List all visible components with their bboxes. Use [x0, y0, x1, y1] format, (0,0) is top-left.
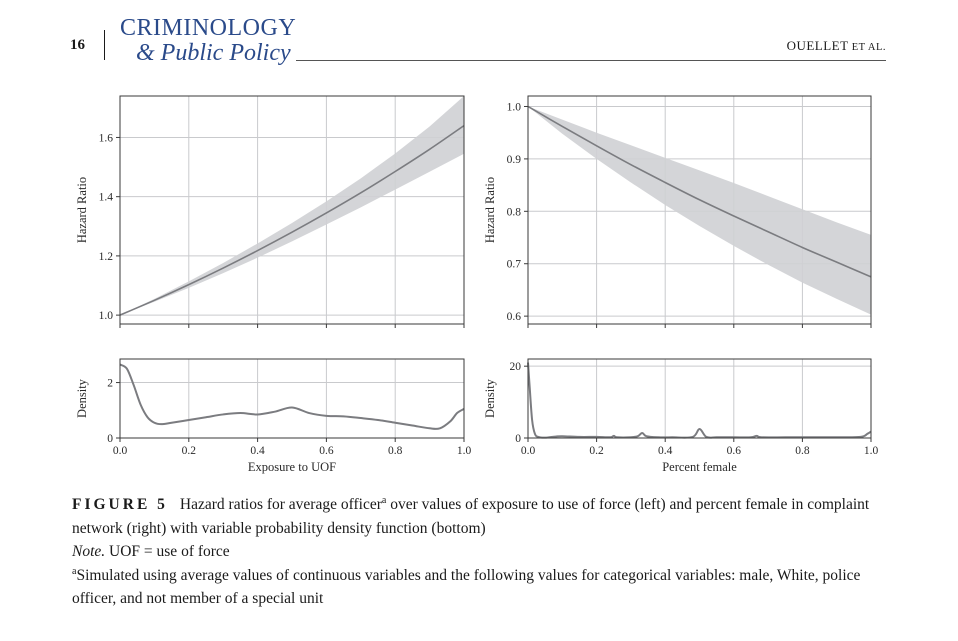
plot-frame	[527, 95, 872, 325]
figure-label: FIGURE 5	[72, 496, 168, 513]
y-tick-label: 0.8	[507, 206, 522, 218]
note-label: Note.	[72, 543, 106, 560]
y-tick-label: 0	[515, 433, 521, 445]
plot-frame	[527, 358, 872, 439]
series-line	[527, 105, 872, 278]
x-tick-label: 0.4	[250, 445, 265, 457]
y-axis-label: Density	[75, 378, 89, 418]
caption-main: FIGURE 5 Hazard ratios for average office…	[72, 493, 892, 540]
plot-frame	[119, 358, 465, 439]
authors-et-al: ET AL.	[848, 42, 886, 53]
page-header: 16 CRIMINOLOGY & Public Policy OUELLET E…	[0, 0, 958, 70]
x-tick-label: 1.0	[457, 445, 472, 457]
y-axis-label: Density	[483, 378, 497, 418]
caption-sup-marker: a	[381, 494, 387, 506]
series-line	[119, 363, 465, 430]
density-female-panel: 0 20 0.0 0.2 0.4 0.6 0.8 1.0 Percent female Densi…	[483, 358, 879, 474]
footnote-marker: a	[72, 565, 77, 577]
journal-title-line2: & Public Policy	[136, 40, 291, 66]
y-tick-label: 0	[107, 433, 113, 445]
x-tick-label: 0.4	[658, 445, 673, 457]
caption-text-part1: Hazard ratios for average officer	[179, 496, 382, 513]
x-tick-label: 0.6	[727, 445, 742, 457]
confidence-band	[120, 96, 464, 316]
y-tick-label: 2	[107, 378, 113, 390]
x-tick-label: 0.0	[521, 445, 536, 457]
y-tick-label: 20	[510, 361, 522, 373]
y-tick-label: 0.6	[507, 311, 522, 323]
hazard-uof-panel: 1.0 1.2 1.4 1.6 Hazard Ratio	[75, 95, 465, 328]
figure-5: 1.0 1.2 1.4 1.6 Hazard Ratio 0.6 0.7 0.8 0.9 1.0…	[75, 95, 879, 474]
journal-title-line1: CRIMINOLOGY	[120, 15, 297, 41]
series-line	[527, 362, 872, 439]
note-text: UOF = use of force	[105, 543, 230, 560]
authors-main: OUELLET	[786, 38, 849, 53]
y-tick-label: 1.6	[99, 132, 114, 144]
footnote-text: Simulated using average values of contin…	[72, 566, 861, 608]
x-tick-label: 0.8	[388, 445, 403, 457]
x-axis-label: Percent female	[662, 460, 737, 474]
y-axis-label: Hazard Ratio	[75, 177, 89, 243]
y-tick-label: 1.0	[99, 310, 114, 322]
y-tick-label: 1.2	[99, 251, 114, 263]
header-divider	[104, 30, 105, 60]
caption-footnote: aSimulated using average values of conti…	[72, 564, 892, 611]
y-tick-label: 0.7	[507, 259, 522, 271]
x-tick-label: 0.2	[182, 445, 197, 457]
running-head-authors: OUELLET ET AL.	[787, 38, 886, 54]
header-rule	[296, 60, 886, 61]
x-tick-label: 0.6	[319, 445, 334, 457]
x-tick-label: 1.0	[864, 445, 879, 457]
figure-caption: FIGURE 5 Hazard ratios for average office…	[72, 493, 892, 611]
x-tick-label: 0.2	[589, 445, 604, 457]
x-axis-label: Exposure to UOF	[248, 460, 336, 474]
x-tick-label: 0.8	[795, 445, 810, 457]
x-tick-label: 0.0	[113, 445, 128, 457]
hazard-female-panel: 0.6 0.7 0.8 0.9 1.0 Hazard Ratio	[483, 95, 872, 328]
series-line	[119, 124, 465, 316]
confidence-band	[528, 106, 871, 315]
plot-frame	[119, 95, 465, 325]
page-number: 16	[70, 37, 85, 53]
y-axis-label: Hazard Ratio	[483, 177, 497, 243]
y-tick-label: 1.4	[99, 192, 114, 204]
y-tick-label: 1.0	[507, 101, 522, 113]
caption-text-part2: over values of exposure to use of force …	[72, 496, 870, 537]
caption-note: Note. UOF = use of force	[72, 540, 892, 564]
journal-logo: CRIMINOLOGY & Public Policy	[120, 16, 296, 65]
y-tick-label: 0.9	[507, 154, 522, 166]
density-uof-panel: 0 2 0.0 0.2 0.4 0.6 0.8 1.0 Exposure to UOF Densi…	[75, 358, 472, 474]
